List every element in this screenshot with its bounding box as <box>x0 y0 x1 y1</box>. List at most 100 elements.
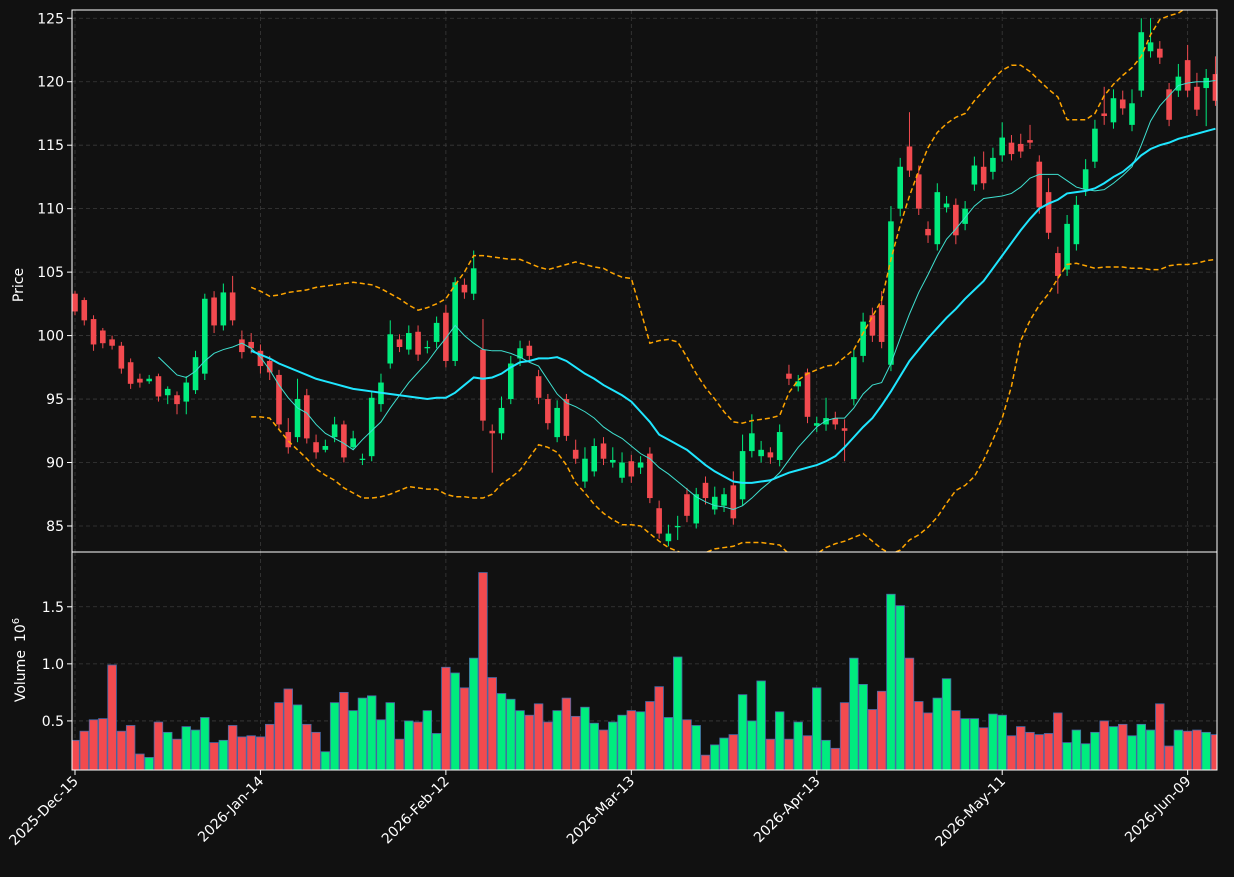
volume-bar <box>394 738 405 770</box>
candle-body <box>1017 143 1024 152</box>
candle-body <box>999 137 1005 156</box>
volume-bar <box>125 725 136 770</box>
volume-panel <box>72 572 1217 770</box>
volume-bar <box>682 719 692 770</box>
candle-body <box>118 345 125 369</box>
volume-bar <box>923 712 933 770</box>
volume-bar <box>1043 733 1054 770</box>
volume-bar <box>756 680 766 770</box>
candle-body <box>1073 204 1080 245</box>
candle-body <box>443 312 449 361</box>
volume-bar <box>376 719 386 770</box>
volume-bar <box>951 710 961 770</box>
volume-bar <box>88 719 99 770</box>
candle-body <box>953 204 959 236</box>
candle-body <box>498 407 505 434</box>
volume-bar <box>107 664 117 770</box>
volume-bar <box>209 742 219 770</box>
candle-body <box>758 449 764 457</box>
candle-body <box>248 341 254 349</box>
volume-bar <box>710 744 720 770</box>
volume-bar <box>320 751 331 770</box>
candle-body <box>730 485 737 519</box>
candle-body <box>878 305 885 342</box>
volume-bar <box>181 726 191 770</box>
candle-body <box>647 453 653 499</box>
volume-bar <box>691 725 701 770</box>
candle-body <box>155 376 162 397</box>
candle-body <box>860 321 866 356</box>
y-tick-label: 95 <box>46 392 64 408</box>
candle-body <box>341 424 347 458</box>
candle-body <box>609 459 616 463</box>
candle-body <box>1055 253 1061 276</box>
volume-bar <box>1127 735 1137 770</box>
y-tick-label: 1.5 <box>42 600 64 616</box>
candle-body <box>1194 86 1200 110</box>
candle-body <box>526 345 533 356</box>
volume-bar <box>802 735 813 770</box>
volume-bar <box>839 702 850 770</box>
candle-body <box>888 221 894 365</box>
volume-bar <box>246 735 256 770</box>
volume-bar <box>367 695 377 770</box>
volume-bar <box>552 710 562 770</box>
volume-bar <box>617 714 627 770</box>
volume-bar <box>478 572 488 770</box>
volume-bar <box>255 736 266 770</box>
volume-bar <box>218 739 229 770</box>
candle-body <box>656 508 662 534</box>
volume-bar <box>385 702 395 770</box>
y-tick-label: 125 <box>37 11 64 27</box>
volume-bar <box>914 701 924 770</box>
candle-body <box>350 438 356 448</box>
candle-body <box>832 418 839 425</box>
candle-body <box>239 339 245 353</box>
candle-body <box>220 292 227 326</box>
candle-body <box>1036 161 1043 208</box>
indicator-line <box>158 79 1216 511</box>
volume-bar <box>79 730 89 770</box>
candle-body <box>962 208 968 224</box>
candle-body <box>591 446 598 472</box>
volume-label-base: 10 <box>13 624 29 642</box>
volume-bar <box>431 733 442 770</box>
volume-bar <box>1173 729 1184 770</box>
y-tick-label: 105 <box>37 265 64 281</box>
volume-bar <box>1192 729 1202 770</box>
candle-body <box>137 378 143 383</box>
candle-body <box>915 174 922 209</box>
candle-body <box>480 349 486 421</box>
candle-body <box>100 330 106 344</box>
candle-body <box>1092 128 1098 162</box>
volume-bar <box>348 710 358 770</box>
volume-bar <box>1016 726 1026 770</box>
candle-body <box>461 284 468 293</box>
candle-body <box>554 407 560 438</box>
candle-body <box>1082 169 1089 190</box>
volume-bar <box>153 721 164 770</box>
candle-body <box>174 395 180 405</box>
indicator-line <box>250 10 1185 424</box>
volume-bar <box>561 697 572 770</box>
volume-bar <box>422 710 433 770</box>
volume-bar <box>1053 712 1063 770</box>
volume-bar <box>1201 731 1211 770</box>
candle-body <box>619 462 625 478</box>
candle-body <box>600 443 607 459</box>
volume-label-text: Volume <box>13 650 29 702</box>
volume-bar <box>1006 735 1017 770</box>
volume-bar <box>292 704 303 770</box>
candle-body <box>739 451 746 500</box>
volume-bar <box>135 753 145 770</box>
volume-bar <box>895 605 905 770</box>
volume-bar <box>589 722 599 770</box>
volume-bar <box>1145 729 1156 770</box>
candle-body <box>266 360 273 373</box>
candle-body <box>424 347 431 349</box>
volume-bar <box>672 656 683 770</box>
candle-body <box>1157 48 1163 58</box>
volume-bar <box>941 678 952 770</box>
